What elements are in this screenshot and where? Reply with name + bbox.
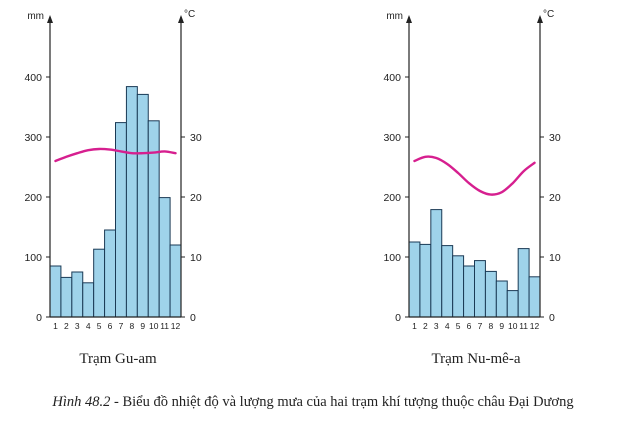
month-label-10: 10 [149, 321, 159, 331]
rain-bar-5 [452, 255, 465, 318]
rain-bar-8 [125, 86, 138, 318]
temp-tick-label: 20 [190, 192, 202, 204]
month-label-9: 9 [499, 321, 504, 331]
rain-tick-label: 400 [383, 72, 401, 84]
temperature-line [54, 147, 177, 163]
rain-tick-label: 0 [395, 312, 401, 324]
month-label-8: 8 [130, 321, 135, 331]
rain-bar-3 [71, 271, 84, 318]
month-label-5: 5 [456, 321, 461, 331]
rain-bar-9 [495, 280, 508, 318]
month-label-3: 3 [75, 321, 80, 331]
rain-tick-label: 400 [24, 72, 42, 84]
rain-axis-arrow [47, 15, 53, 23]
figure-caption: Hình 48.2 - Biểu đồ nhiệt độ và lượng mư… [0, 394, 626, 411]
rain-bar-9 [136, 93, 149, 318]
month-label-4: 4 [86, 321, 91, 331]
month-label-11: 11 [160, 321, 169, 331]
month-label-12: 12 [530, 321, 540, 331]
rain-bar-3 [430, 209, 443, 318]
month-label-6: 6 [467, 321, 472, 331]
rain-bar-11 [158, 197, 171, 318]
rain-unit-label: mm [27, 11, 44, 22]
temperature-line [413, 155, 536, 196]
month-label-1: 1 [412, 321, 417, 331]
rain-unit-label: mm [386, 11, 403, 22]
rain-bar-12 [528, 276, 541, 318]
month-label-7: 7 [119, 321, 124, 331]
rain-bar-1 [408, 241, 421, 318]
rain-bar-12 [169, 244, 182, 318]
temp-tick-label: 10 [549, 252, 561, 264]
month-label-10: 10 [508, 321, 518, 331]
temp-tick-label: 0 [190, 312, 196, 324]
temp-tick-label: 0 [549, 312, 555, 324]
rain-bar-8 [484, 270, 497, 318]
rain-tick-label: 200 [24, 192, 42, 204]
rain-bar-4 [82, 282, 95, 318]
month-label-11: 11 [519, 321, 528, 331]
rain-tick-label: 100 [24, 252, 42, 264]
rain-bar-2 [60, 276, 73, 318]
month-label-8: 8 [489, 321, 494, 331]
rain-tick-label: 0 [36, 312, 42, 324]
temp-tick-label: 20 [549, 192, 561, 204]
month-label-9: 9 [140, 321, 145, 331]
rain-bar-1 [49, 265, 62, 318]
month-label-12: 12 [171, 321, 181, 331]
rain-bar-10 [147, 120, 160, 318]
rain-tick-label: 100 [383, 252, 401, 264]
month-label-3: 3 [434, 321, 439, 331]
caption-text: - Biểu đồ nhiệt độ và lượng mưa của hai … [110, 394, 574, 410]
temp-tick-label: 30 [549, 132, 561, 144]
caption-lead: Hình 48.2 [52, 394, 111, 410]
rain-tick-label: 200 [383, 192, 401, 204]
temp-axis-arrow [537, 15, 543, 23]
rain-bar-6 [104, 229, 117, 318]
rain-bar-10 [506, 290, 519, 318]
temp-axis-arrow [178, 15, 184, 23]
station-title-noumea: Trạm Nu-mê-a [431, 351, 521, 367]
rain-tick-label: 300 [383, 132, 401, 144]
month-label-5: 5 [97, 321, 102, 331]
rain-bar-7 [474, 260, 486, 318]
month-label-4: 4 [445, 321, 450, 331]
rain-axis-arrow [406, 15, 412, 23]
temp-tick-label: 10 [190, 252, 202, 264]
month-label-2: 2 [423, 321, 428, 331]
temp-unit-label: °C [543, 9, 554, 20]
rain-bar-6 [463, 265, 475, 318]
rain-bar-11 [517, 248, 530, 318]
rain-bar-2 [419, 243, 432, 318]
rain-bar-5 [93, 248, 106, 318]
month-label-6: 6 [108, 321, 113, 331]
rain-bar-4 [441, 245, 454, 318]
temp-unit-label: °C [184, 9, 195, 20]
rain-tick-label: 300 [24, 132, 42, 144]
month-label-1: 1 [53, 321, 58, 331]
temp-tick-label: 30 [190, 132, 202, 144]
station-title-guam: Trạm Gu-am [79, 351, 157, 367]
month-label-7: 7 [478, 321, 483, 331]
month-label-2: 2 [64, 321, 69, 331]
